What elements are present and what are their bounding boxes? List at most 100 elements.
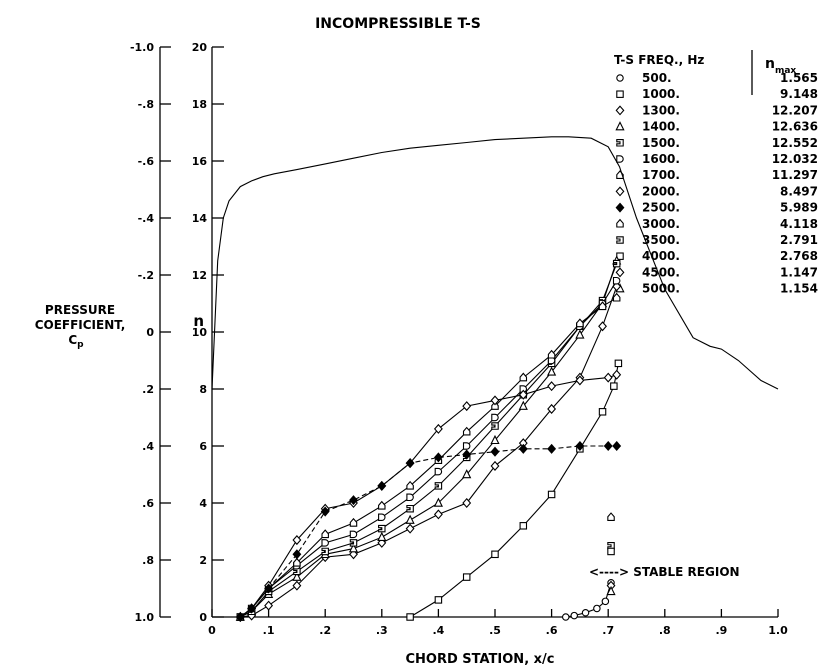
x-tick-label: .4 [432,624,444,637]
data-point [433,509,443,520]
data-point [601,597,610,606]
series-line-1500 [240,263,618,618]
n-tick-label: 6 [199,440,207,453]
cp-tick-label: -.8 [138,98,154,111]
x-tick-label: .3 [376,624,388,637]
data-point [462,497,472,509]
n-axis-label: n [193,312,204,330]
legend-nmax: 8.497 [780,184,818,198]
data-point [235,611,245,623]
cp-tick-label: .6 [142,497,154,510]
data-point [462,573,471,581]
legend-marker [615,186,625,197]
plot-area [211,136,779,623]
data-point [406,493,414,502]
data-point [292,571,302,581]
data-point [292,535,302,546]
data-point [434,596,443,604]
cp-tick-label: 1.0 [135,611,155,624]
legend-freq: 3500. [642,233,680,247]
data-point [581,608,590,617]
series-1600 [236,276,621,621]
data-point [406,480,414,490]
pressure-coefficient-curve [211,136,779,390]
n-tick-label: 14 [192,212,208,225]
data-point [610,382,618,390]
n-tick-label: 2 [199,554,207,567]
data-point [614,359,623,368]
data-point [462,426,471,436]
legend-freq: 3000. [642,217,680,231]
cp-tick-label: -.4 [138,212,155,225]
legend-row: 3500. 2.791 [616,233,818,247]
cp-label-line-3: Cp [68,333,84,350]
legend-nmax: 9.148 [780,87,818,101]
series-4000 [607,547,615,556]
series-line-1400 [240,260,618,618]
data-point [575,440,585,452]
data-point [405,514,415,524]
data-point [518,443,528,454]
data-point [434,467,443,476]
data-point [247,603,257,614]
legend-nmax: 5.989 [780,201,818,215]
cp-label-symbol: C [68,333,77,347]
data-point [433,452,443,463]
data-point [519,522,528,530]
legend-freq: 4000. [642,249,680,263]
legend-marker [616,139,624,147]
legend-freq: 1000. [642,87,680,101]
legend-row: 1700. 11.297 [616,168,818,182]
x-axis: 0 .1 .2 .3 .4 .5 .6 .7 .8 .9 1.0 CHORD STATION, x/… [208,609,788,667]
data-point [348,543,359,553]
series-500 [561,579,615,621]
data-point [575,329,585,339]
data-point [491,550,499,559]
data-point [378,524,386,533]
legend-marker [616,155,624,163]
series-1000 [406,359,623,621]
data-point [462,469,472,479]
cp-tick-label: .4 [142,440,154,453]
x-ticks: 0 .1 .2 .3 .4 .5 .6 .7 .8 .9 1.0 [208,609,788,637]
series-line-1300 [240,286,618,618]
data-point [518,389,528,400]
data-point [433,423,443,434]
data-point [321,539,329,547]
n-tick-label: 10 [192,326,208,339]
chart-title: INCOMPRESSIBLE T-S [315,16,481,32]
data-point [547,349,556,359]
cp-tick-label: -.6 [138,155,155,168]
data-point [491,413,499,422]
data-point [490,434,500,445]
x-tick-label: .5 [489,624,501,637]
legend-nmax: 12.636 [772,120,818,134]
data-point [378,500,386,510]
legend-row: 5000. 1.154 [615,282,818,296]
data-point [293,567,301,576]
legend-marker [615,267,625,278]
series-5000 [606,585,616,596]
legend-row: 2500. 5.989 [615,201,818,215]
data-point [593,604,601,613]
legend-row: 1000. 9.148 [616,87,818,101]
cp-label-subscript: p [77,340,84,350]
data-point [349,549,358,560]
x-tick-label: .8 [659,624,671,637]
cp-axis-label: PRESSURE COEFFICIENT, Cp [35,303,126,350]
n-tick-label: 8 [199,383,207,396]
data-point [405,523,415,534]
data-point [293,557,301,567]
x-tick-label: .1 [263,624,275,637]
data-point [264,583,274,594]
data-point [607,547,615,556]
data-point [434,482,443,490]
legend-nmax: 12.552 [772,136,818,150]
series-line-2000 [239,374,617,618]
x-tick-label: .6 [546,624,558,637]
legend-marker [615,202,625,213]
data-point [490,446,500,457]
cp-tick-label: .8 [142,554,154,567]
data-point [377,537,387,548]
